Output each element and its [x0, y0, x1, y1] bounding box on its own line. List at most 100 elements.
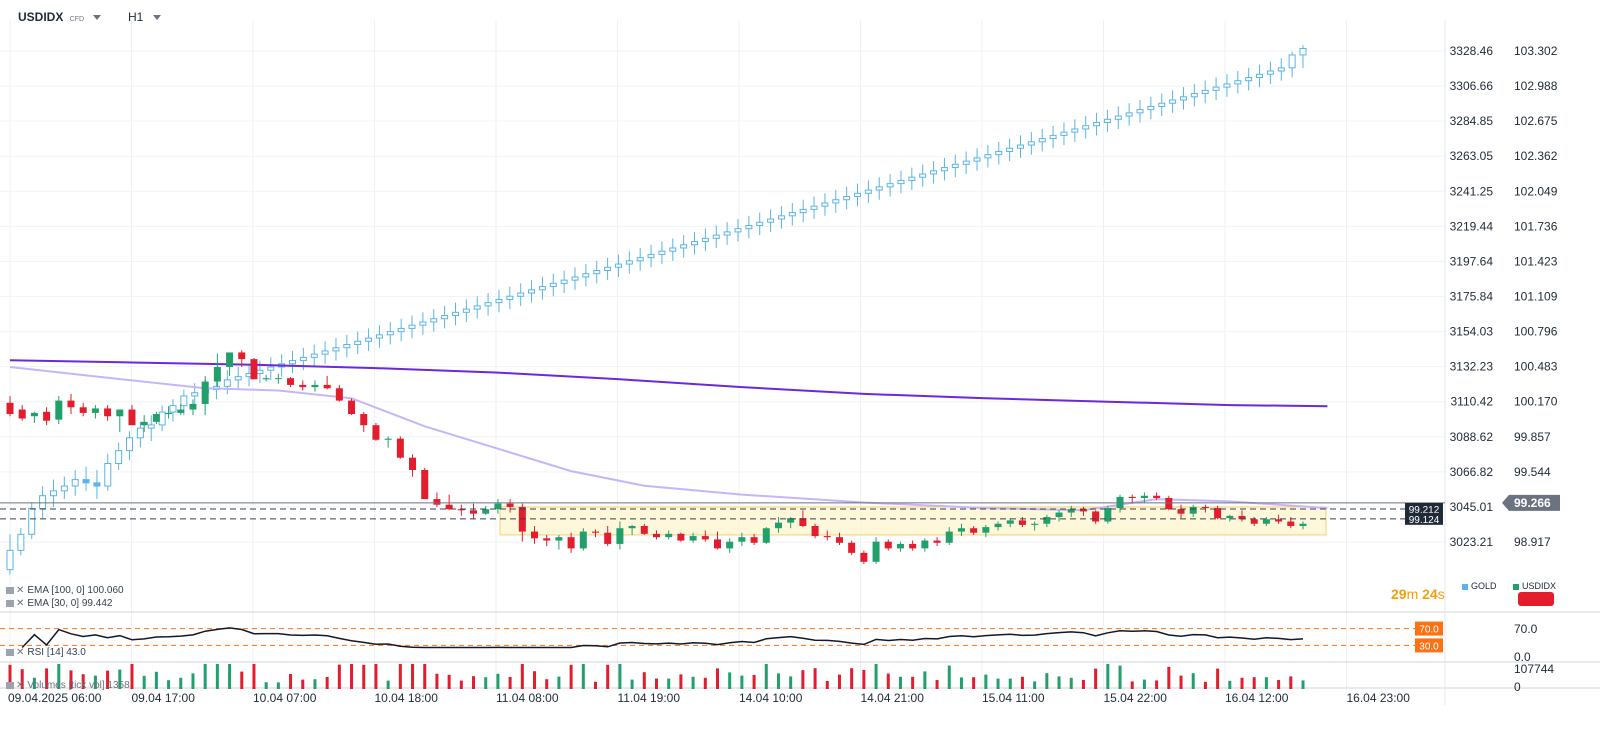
gold-axis-label: 3241.25 [1450, 184, 1494, 198]
usdidx-axis-label: 102.988 [1514, 79, 1558, 93]
candle-countdown: 29m 24s [1391, 586, 1445, 602]
volume-bar [642, 672, 646, 689]
close-icon[interactable]: ✕ [16, 647, 25, 658]
gold-candle [1136, 109, 1144, 114]
settings-icon[interactable] [6, 648, 14, 656]
gold-candle [1169, 99, 1177, 104]
gold-candle [71, 479, 79, 487]
rsi-legend[interactable]: ✕ RSI [14] 43.0 [6, 647, 86, 658]
gold-candle [951, 163, 959, 169]
usdidx-candle [494, 503, 502, 510]
gold-candle [158, 411, 166, 426]
usdidx-legend[interactable]: USDIDX [1513, 581, 1556, 591]
settings-icon[interactable] [6, 681, 14, 689]
volume-bar [850, 668, 854, 689]
usdidx-candle [860, 552, 868, 562]
gold-axis-label: 3306.66 [1450, 79, 1494, 93]
volume-bar [520, 664, 524, 689]
gold-candle [299, 356, 307, 362]
gold-candle [908, 176, 916, 181]
usdidx-candle [604, 532, 612, 544]
volume-bar [752, 675, 756, 689]
gold-candle [1190, 93, 1198, 98]
volume-bar [8, 664, 12, 689]
usdidx-candle [445, 504, 453, 510]
volume-bar [45, 668, 49, 689]
gold-axis-label: 3023.21 [1450, 535, 1494, 549]
symbol-name: USDIDX [18, 10, 64, 24]
gold-candle [28, 508, 36, 535]
usdidx-candle [274, 378, 282, 380]
settings-icon[interactable] [6, 586, 14, 594]
volume-bar [1033, 681, 1037, 689]
gold-candle [39, 495, 47, 510]
volume-bar [423, 664, 427, 689]
gold-candle [1082, 125, 1090, 130]
rsi-axis-label: 0.0 [1514, 650, 1531, 664]
usdidx-candle [592, 531, 600, 533]
usdidx-candle [1189, 506, 1197, 514]
volume-bar [618, 664, 622, 689]
time-axis-label: 11.04 08:00 [496, 691, 559, 705]
gold-legend[interactable]: GOLD [1462, 581, 1497, 591]
ema30-legend[interactable]: ✕ EMA [30, 0] 99.442 [6, 598, 112, 609]
gold-candle [60, 485, 68, 492]
gold-candle [451, 311, 459, 317]
usdidx-candle [116, 409, 124, 417]
volume-bar [57, 664, 61, 689]
usdidx-candle [213, 366, 221, 382]
gold-series [6, 45, 1307, 575]
usdidx-axis-label: 101.423 [1514, 254, 1558, 268]
gold-axis-label: 3175.84 [1450, 290, 1494, 304]
volume-bar [959, 677, 963, 689]
usdidx-candle [1140, 495, 1148, 498]
close-icon[interactable]: ✕ [16, 598, 25, 609]
volume-bar [167, 680, 171, 689]
gold-candle [843, 196, 851, 201]
volume-bar [69, 670, 73, 689]
volume-bar [215, 664, 219, 689]
symbol-selector[interactable]: USDIDX CFD [18, 10, 102, 24]
volume-bar [1264, 677, 1268, 689]
current-price-label: 99.266 [1514, 496, 1551, 510]
usdidx-candle [226, 352, 234, 367]
volume-bar [130, 664, 134, 689]
rsi-line [21, 627, 1304, 649]
volume-bar [447, 674, 451, 689]
usdidx-candle [945, 531, 953, 543]
volume-legend[interactable]: ✕ Volumes [tick vol] 1358 [6, 680, 130, 691]
gold-candle [940, 167, 948, 172]
gold-candle [430, 318, 438, 323]
ema100-legend[interactable]: ✕ EMA [100, 0] 100.060 [6, 585, 124, 596]
gold-candle [473, 305, 481, 310]
settings-icon[interactable] [6, 599, 14, 607]
usdidx-axis-label: 102.049 [1514, 184, 1558, 198]
close-icon[interactable]: ✕ [16, 585, 25, 596]
usdidx-candle [311, 384, 319, 388]
volume-bar [154, 671, 158, 689]
volume-bar [533, 671, 537, 689]
usdidx-color-badge[interactable] [1518, 592, 1554, 606]
gold-candle [1179, 96, 1187, 101]
usdidx-candle [30, 412, 38, 417]
usdidx-candle [616, 528, 624, 544]
volume-bar [1252, 677, 1256, 689]
close-icon[interactable]: ✕ [16, 680, 25, 691]
timeframe-selector[interactable]: H1 [128, 10, 161, 24]
gold-candle [495, 298, 503, 304]
usdidx-candle [1275, 519, 1283, 522]
usdidx-candle [238, 352, 246, 360]
gold-candle [636, 257, 644, 262]
usdidx-candle [43, 411, 51, 421]
usdidx-candle [1079, 509, 1087, 512]
gold-candle [1234, 80, 1242, 85]
volume-bar [789, 676, 793, 689]
usdidx-candle [1299, 523, 1307, 526]
usdidx-candle [1250, 519, 1258, 524]
time-axis-label: 16.04 12:00 [1225, 691, 1289, 705]
gold-candle [49, 490, 57, 497]
gold-candle [1093, 122, 1101, 127]
volume-bar [1289, 676, 1293, 689]
